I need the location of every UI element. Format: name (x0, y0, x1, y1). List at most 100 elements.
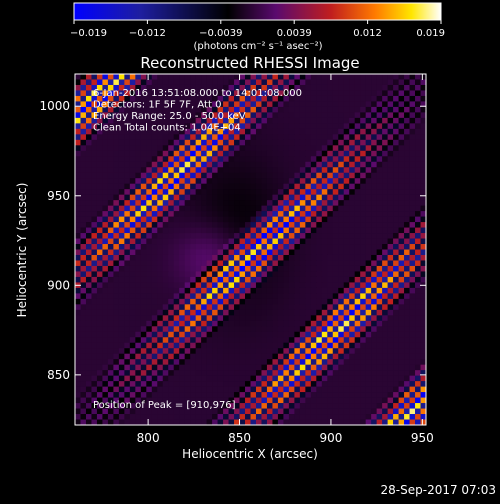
colorbar-units-label: (photons cm⁻² s⁻¹ asec⁻²) (193, 41, 322, 52)
heatmap-cell (393, 134, 399, 141)
heatmap-cell (80, 222, 87, 228)
heatmap-cell (102, 249, 109, 256)
heatmap-cell (420, 205, 426, 212)
heatmap-cell (234, 364, 240, 371)
heatmap-cell (195, 112, 202, 119)
heatmap-cell (179, 205, 185, 212)
heatmap-cell (228, 222, 235, 228)
heatmap-cell (415, 287, 421, 294)
heatmap-cell (228, 227, 235, 234)
heatmap-cell (162, 200, 169, 206)
heatmap-cell (266, 95, 273, 102)
heatmap-cell (387, 117, 394, 124)
heatmap-cell (206, 381, 213, 387)
heatmap-cell (272, 106, 279, 113)
heatmap-cell (327, 414, 334, 420)
heatmap-cell (162, 233, 169, 239)
heatmap-cell (162, 189, 169, 195)
heatmap-cell (135, 320, 142, 327)
heatmap-cell (96, 183, 103, 190)
heatmap-cell (420, 200, 426, 206)
heatmap-cell (420, 216, 426, 223)
heatmap-cell (195, 254, 202, 261)
heatmap-cell (360, 386, 366, 393)
heatmap-cell (393, 227, 399, 234)
heatmap-cell (371, 403, 377, 409)
heatmap-cell (294, 364, 301, 371)
heatmap-cell (179, 403, 185, 409)
heatmap-cell (157, 194, 164, 201)
heatmap-cell (91, 364, 98, 371)
heatmap-cell (310, 271, 317, 278)
heatmap-cell (327, 348, 334, 354)
heatmap-cell (349, 200, 355, 206)
heatmap-cell (393, 265, 399, 272)
heatmap-cell (415, 178, 421, 184)
heatmap-cell (294, 211, 301, 217)
heatmap-cell (310, 101, 317, 108)
heatmap-cell (354, 183, 361, 190)
heatmap-cell (184, 320, 191, 327)
heatmap-cell (327, 172, 334, 179)
heatmap-cell (299, 79, 306, 86)
heatmap-cell (404, 381, 410, 387)
heatmap-cell (201, 403, 207, 409)
heatmap-cell (371, 194, 377, 201)
heatmap-cell (223, 134, 229, 141)
heatmap-cell (316, 106, 323, 113)
heatmap-cell (305, 265, 312, 272)
heatmap-cell (118, 342, 125, 349)
heatmap-cell (162, 419, 169, 425)
heatmap-cell (124, 238, 131, 245)
heatmap-cell (316, 205, 323, 212)
heatmap-cell (332, 414, 339, 420)
heatmap-cell (305, 397, 312, 404)
heatmap-cell (102, 353, 109, 360)
heatmap-cell (288, 79, 295, 86)
heatmap-cell (404, 79, 410, 86)
heatmap-cell (195, 293, 202, 300)
heatmap-cell (245, 222, 251, 228)
heatmap-cell (299, 320, 306, 327)
heatmap-cell (338, 419, 345, 425)
heatmap-cell (118, 331, 125, 338)
heatmap-cell (338, 238, 345, 245)
heatmap-cell (316, 397, 323, 404)
heatmap-cell (184, 375, 191, 382)
heatmap-cell (173, 183, 180, 190)
heatmap-cell (201, 342, 207, 349)
heatmap-cell (261, 128, 268, 135)
heatmap-cell (387, 397, 394, 404)
heatmap-cell (118, 315, 125, 322)
heatmap-cell (168, 370, 175, 376)
heatmap-cell (245, 167, 251, 174)
heatmap-cell (316, 90, 323, 97)
heatmap-cell (118, 293, 125, 300)
heatmap-cell (327, 337, 334, 344)
heatmap-cell (85, 150, 92, 157)
heatmap-cell (102, 106, 109, 113)
heatmap-cell (234, 419, 240, 425)
heatmap-cell (151, 348, 158, 354)
heatmap-cell (96, 211, 103, 217)
heatmap-cell (409, 183, 416, 190)
heatmap-cell (75, 238, 81, 245)
heatmap-cell (140, 342, 147, 349)
heatmap-cell (96, 156, 103, 163)
heatmap-cell (135, 397, 142, 404)
heatmap-cell (305, 408, 312, 415)
heatmap-cell (162, 211, 169, 217)
heatmap-cell (168, 392, 175, 398)
heatmap-cell (371, 156, 377, 163)
heatmap-cell (124, 353, 131, 360)
heatmap-cell (157, 90, 164, 97)
heatmap-cell (420, 183, 426, 190)
heatmap-cell (212, 139, 218, 146)
heatmap-cell (80, 189, 87, 195)
heatmap-cell (420, 139, 426, 146)
heatmap-cell (212, 117, 218, 124)
heatmap-cell (80, 205, 87, 212)
heatmap-cell (272, 271, 279, 278)
heatmap-cell (327, 320, 334, 327)
heatmap-cell (140, 194, 147, 201)
